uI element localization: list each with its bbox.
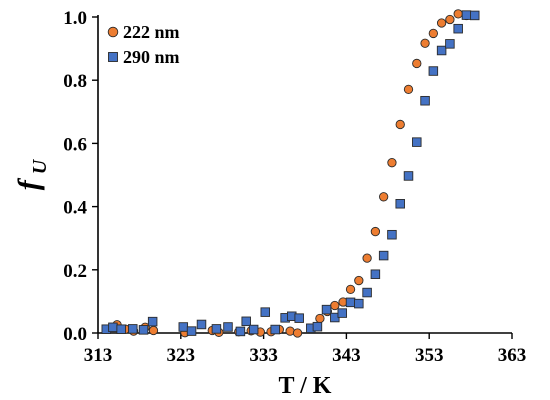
data-point-222nm: [292, 328, 303, 338]
data-point-290nm: [147, 316, 158, 327]
data-point-222nm: [436, 18, 447, 28]
x-tick-label: 313: [84, 345, 113, 366]
y-axis-title-subscript: U: [29, 158, 51, 174]
data-point-290nm: [108, 322, 118, 333]
data-point-222nm: [395, 119, 405, 130]
data-point-290nm: [362, 287, 372, 298]
y-tick-label: 1.0: [63, 8, 87, 29]
data-point-222nm: [387, 158, 397, 168]
y-tick-label: 0.0: [63, 324, 87, 345]
svg-text:f U: f U: [12, 158, 51, 190]
data-point-222nm: [403, 84, 414, 95]
data-point-290nm: [270, 324, 280, 335]
y-tick-label: 0.8: [63, 71, 87, 92]
data-point-290nm: [403, 171, 414, 181]
y-tick-label: 0.2: [63, 261, 87, 282]
data-point-290nm: [178, 322, 189, 332]
x-tick-label: 353: [415, 345, 444, 366]
data-point-290nm: [223, 322, 233, 332]
x-axis-title: T / K: [279, 373, 332, 399]
data-point-222nm: [315, 313, 325, 324]
data-point-290nm: [428, 66, 439, 76]
data-point-290nm: [312, 321, 323, 332]
x-tick-label: 343: [332, 345, 361, 366]
data-point-290nm: [211, 324, 222, 334]
data-point-290nm: [412, 137, 422, 147]
points-layer: [101, 9, 480, 338]
legend-label-222-nm: 222 nm: [123, 22, 180, 42]
data-point-290nm: [337, 308, 348, 318]
axes-layer: [97, 15, 512, 334]
data-point-290nm: [128, 324, 138, 334]
legend-label-290-nm: 290 nm: [123, 47, 180, 67]
legend-marker-290-nm: [108, 52, 118, 62]
data-point-290nm: [387, 229, 397, 240]
x-tick-label: 323: [167, 345, 196, 366]
data-point-290nm: [235, 326, 246, 337]
data-point-290nm: [138, 325, 149, 335]
y-tick-label: 0.6: [63, 134, 87, 155]
data-point-290nm: [260, 307, 271, 317]
data-point-290nm: [461, 10, 472, 20]
data-point-290nm: [420, 95, 430, 106]
data-point-222nm: [354, 275, 364, 286]
legend-marker-222-nm: [107, 26, 119, 38]
x-tick-label: 363: [498, 345, 527, 366]
data-point-222nm: [428, 28, 438, 39]
data-point-222nm: [420, 38, 430, 48]
data-point-222nm: [412, 58, 422, 69]
data-point-290nm: [294, 313, 304, 323]
data-point-222nm: [362, 253, 372, 263]
data-point-290nm: [453, 23, 463, 34]
data-point-290nm: [321, 304, 332, 315]
data-point-290nm: [116, 324, 126, 334]
data-point-222nm: [453, 9, 463, 19]
x-tick-label: 333: [249, 345, 278, 366]
data-point-222nm: [345, 284, 356, 295]
data-point-222nm: [379, 192, 389, 202]
data-point-290nm: [469, 10, 480, 21]
data-point-290nm: [196, 319, 207, 330]
data-point-290nm: [248, 324, 259, 335]
data-point-222nm: [445, 14, 455, 25]
data-point-222nm: [370, 226, 381, 237]
data-point-290nm: [395, 199, 405, 209]
data-point-290nm: [370, 269, 381, 279]
y-tick-label: 0.4: [63, 198, 87, 219]
data-point-222nm: [148, 325, 159, 336]
data-point-290nm: [241, 316, 251, 327]
data-point-290nm: [436, 45, 447, 56]
legend: 222 nm 290 nm: [107, 22, 180, 67]
data-point-290nm: [186, 326, 197, 336]
y-axis-title-main: f: [12, 177, 45, 190]
y-axis-title: f U: [12, 158, 51, 190]
data-point-290nm: [445, 39, 455, 49]
data-point-290nm: [345, 297, 356, 308]
data-point-290nm: [354, 298, 364, 309]
ticks-layer: 313 323 333 343 353 363 0.0 0.2 0.4 0.6 0.8 1.0: [63, 8, 526, 366]
data-point-290nm: [378, 250, 389, 261]
